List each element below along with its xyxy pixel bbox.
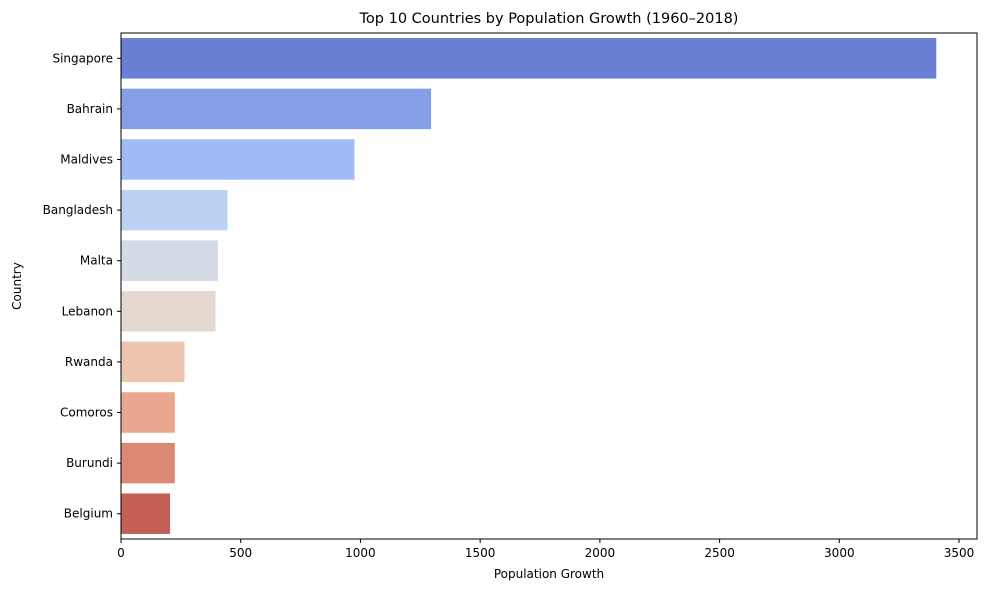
y-tick-label: Singapore <box>52 51 113 65</box>
x-tick-label: 3000 <box>824 546 855 560</box>
bar-belgium <box>121 493 171 534</box>
x-tick-label: 0 <box>117 546 125 560</box>
bars-group <box>121 38 937 534</box>
x-tick-label: 3500 <box>944 546 975 560</box>
bar-rwanda <box>121 341 185 383</box>
y-tick-label: Malta <box>80 254 113 268</box>
x-tick-label: 2500 <box>704 546 735 560</box>
y-tick-label: Burundi <box>66 456 113 470</box>
chart-title: Top 10 Countries by Population Growth (1… <box>359 11 739 27</box>
bar-burundi <box>121 442 175 484</box>
y-tick-label: Bahrain <box>67 102 113 116</box>
y-tick-label: Rwanda <box>65 355 113 369</box>
y-tick-label: Comoros <box>60 406 113 420</box>
y-tick-label: Belgium <box>64 507 113 521</box>
plot-frame <box>120 32 978 540</box>
bar-bahrain <box>121 88 432 130</box>
x-tick-labels: 0 500 1000 1500 2000 2500 3000 3500 <box>117 539 974 560</box>
y-tick-labels: Singapore Bahrain Maldives Bangladesh Malta L… <box>43 51 121 521</box>
x-tick-label: 1500 <box>465 546 496 560</box>
bar-malta <box>121 240 218 281</box>
x-tick-label: 500 <box>229 546 252 560</box>
bar-lebanon <box>121 291 216 332</box>
x-axis-label: Population Growth <box>494 567 604 581</box>
y-tick-label: Maldives <box>60 153 113 167</box>
axes-group <box>120 32 978 540</box>
bar-bangladesh <box>121 189 228 231</box>
y-tick-label: Lebanon <box>62 304 113 318</box>
bar-comoros <box>121 392 175 433</box>
bar-singapore <box>121 38 937 79</box>
x-tick-label: 1000 <box>345 546 376 560</box>
bar-maldives <box>121 139 355 180</box>
y-tick-label: Bangladesh <box>43 203 113 217</box>
y-axis-label: Country <box>10 262 24 310</box>
x-tick-label: 2000 <box>585 546 616 560</box>
